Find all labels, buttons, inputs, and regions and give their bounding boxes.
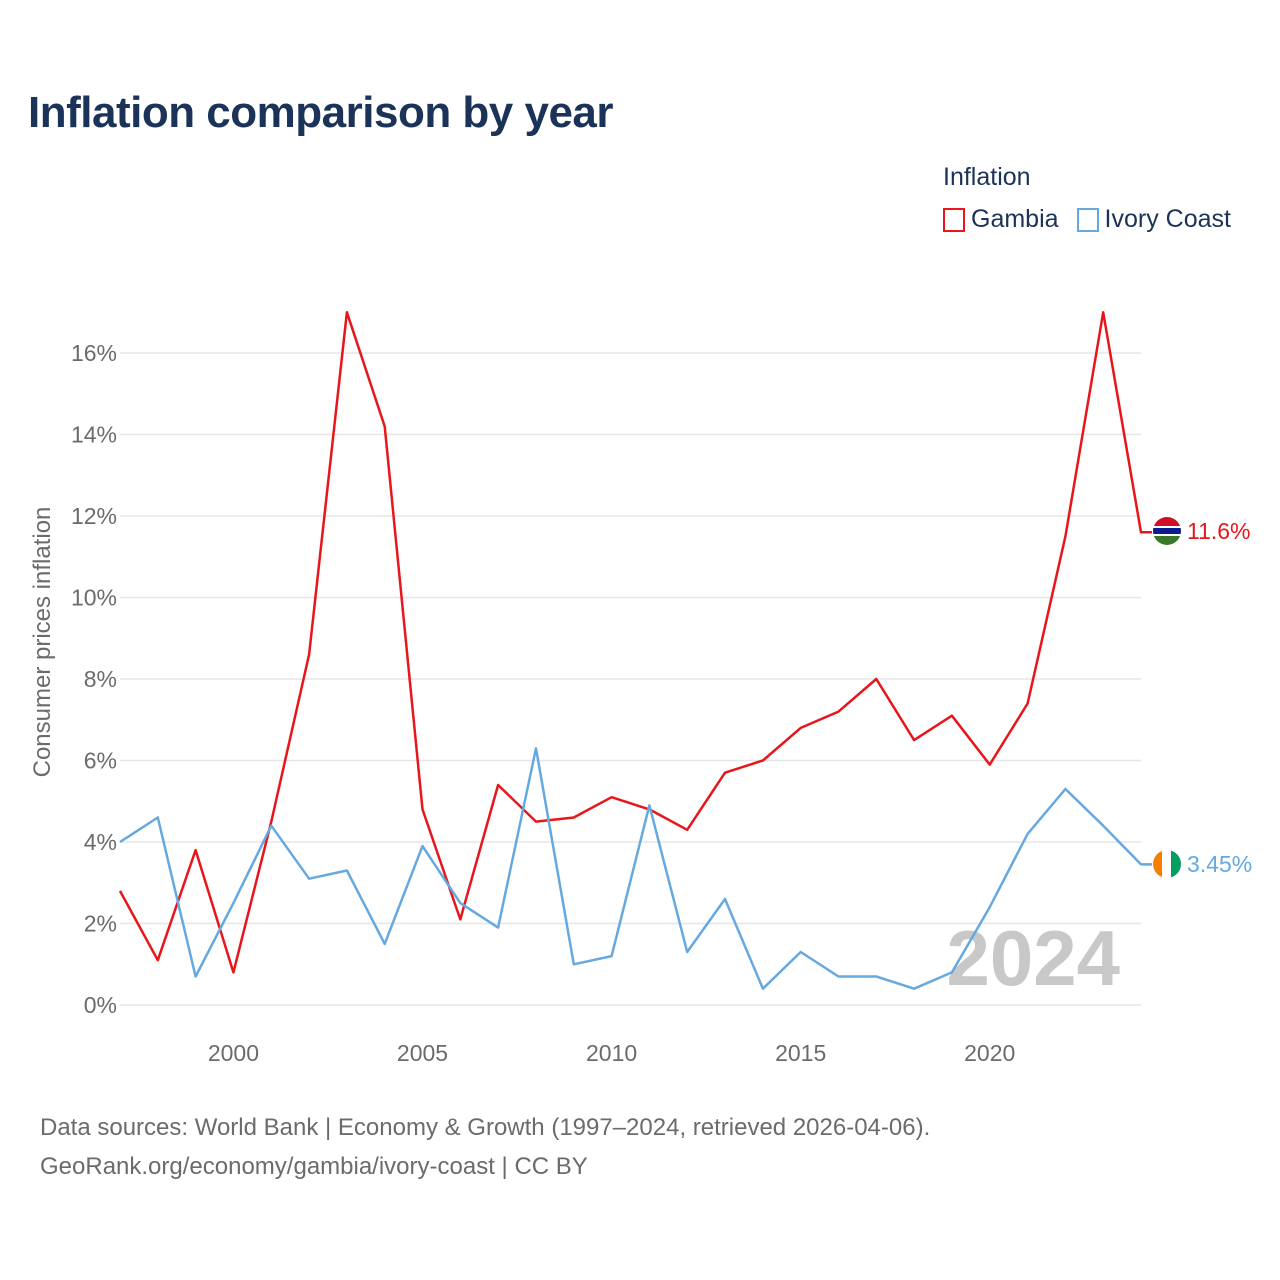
y-tick-label: 14% (71, 422, 117, 448)
legend-title: Inflation (943, 163, 1031, 191)
y-tick-label: 16% (71, 340, 117, 366)
chart-title: Inflation comparison by year (28, 88, 614, 137)
y-tick-label: 4% (84, 829, 117, 855)
x-tick-label: 2000 (208, 1040, 259, 1066)
legend-label-gambia: Gambia (971, 205, 1059, 233)
y-tick-label: 2% (84, 911, 117, 937)
footer-sources: Data sources: World Bank | Economy & Gro… (40, 1114, 931, 1141)
y-tick-label: 12% (71, 503, 117, 529)
y-tick-label: 6% (84, 748, 117, 774)
y-tick-label: 10% (71, 585, 117, 611)
legend-label-ivory-coast: Ivory Coast (1104, 205, 1231, 233)
x-tick-label: 2005 (397, 1040, 448, 1066)
legend: Gambia Ivory Coast (943, 205, 1231, 234)
end-label-gambia: 11.6% (1187, 518, 1251, 544)
series-line-ivory-coast[interactable] (119, 747, 1152, 990)
legend-item-gambia[interactable]: Gambia (943, 205, 1059, 234)
flag-ivory-coast-icon (1153, 850, 1181, 878)
footer: Data sources: World Bank | Economy & Gro… (40, 1108, 930, 1186)
y-tick-label: 0% (84, 992, 117, 1018)
x-tick-label: 2015 (775, 1040, 826, 1066)
x-tick-label: 2020 (964, 1040, 1015, 1066)
legend-swatch-gambia (943, 207, 965, 232)
end-label-ivory-coast: 3.45% (1187, 851, 1252, 877)
y-tick-label: 8% (84, 666, 117, 692)
legend-swatch-ivory-coast (1076, 207, 1099, 232)
footer-link[interactable]: GeoRank.org/economy/gambia/ivory-coast |… (40, 1153, 588, 1180)
legend-item-ivory-coast[interactable]: Ivory Coast (1076, 205, 1231, 234)
x-tick-label: 2010 (586, 1040, 637, 1066)
y-axis-label: Consumer prices inflation (29, 507, 56, 778)
flag-gambia-icon (1153, 517, 1181, 545)
year-watermark: 2024 (946, 914, 1120, 1002)
series-line-gambia[interactable] (118, 311, 1152, 974)
